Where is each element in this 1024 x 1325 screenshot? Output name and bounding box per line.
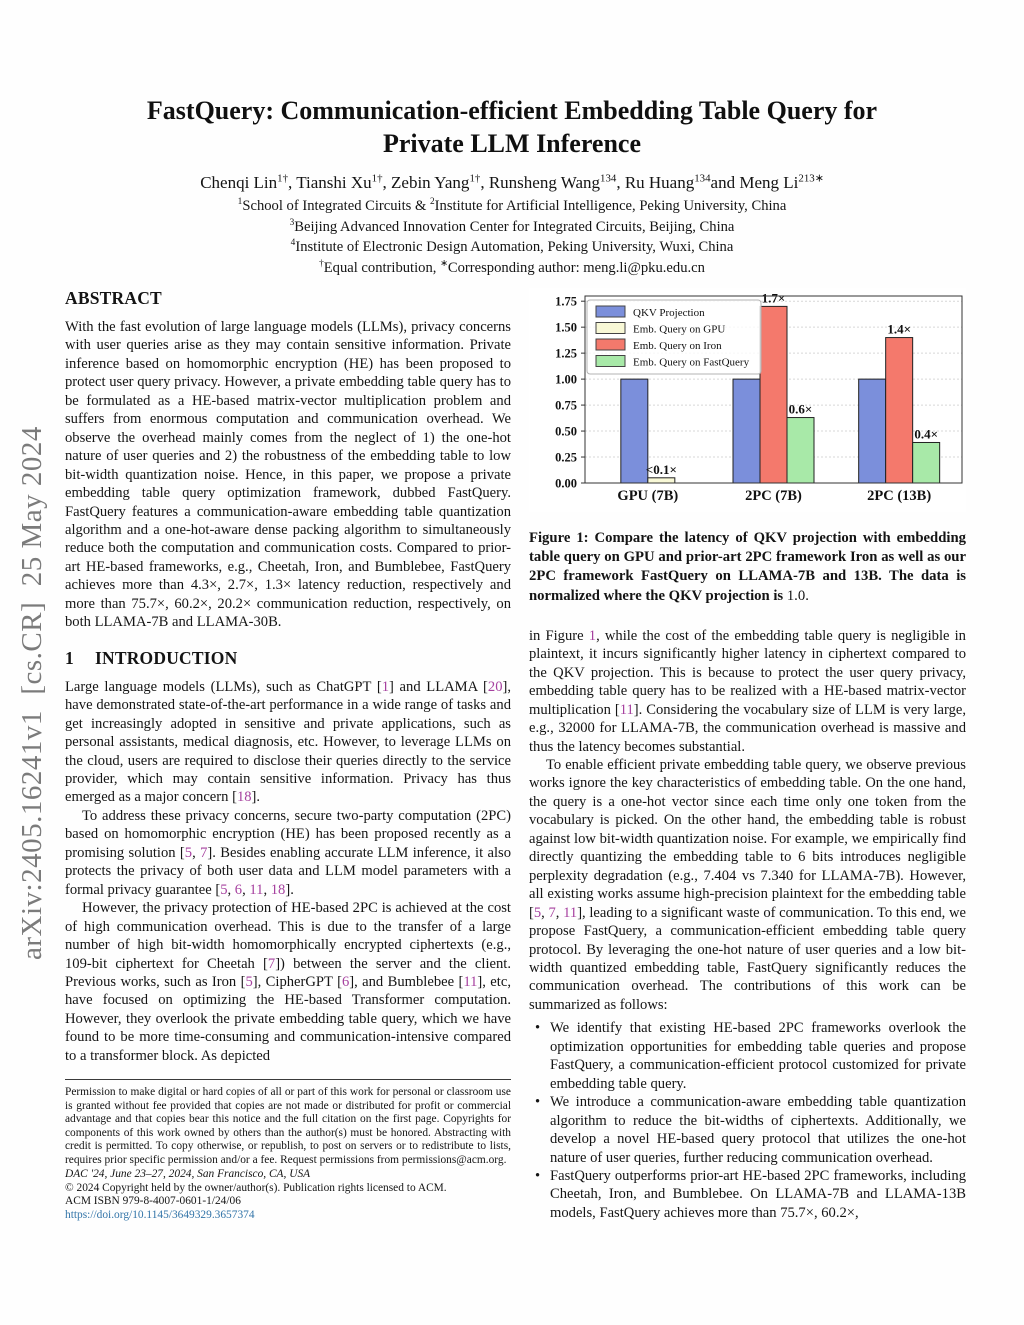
section-number: 1 [65, 647, 74, 668]
bar-emb-query-on-gpu [647, 477, 676, 484]
figure-1: <0.1× 1.7× 0.6× 1.4× 0.4× 0.00 0.25 0.50 0.75 1.0… [529, 288, 966, 606]
figure1-bar-chart: <0.1× 1.7× 0.6× 1.4× 0.4× 0.00 0.25 0.50 0.75 1.0… [529, 288, 966, 512]
footnote-block: Permission to make digital or hard copie… [65, 1079, 511, 1222]
bar-qkv-projection [858, 378, 887, 484]
legend-swatch [595, 322, 626, 334]
left-column: ABSTRACT With the fast evolution of larg… [65, 288, 511, 1222]
x-category-label: GPU (7B) [617, 488, 678, 504]
citation-link[interactable]: 6 [341, 973, 350, 990]
citation-link[interactable]: 7 [267, 955, 276, 972]
right-column: <0.1× 1.7× 0.6× 1.4× 0.4× 0.00 0.25 0.50 0.75 1.0… [529, 288, 966, 1222]
legend-label: Emb. Query on Iron [633, 340, 722, 352]
affiliations: 1School of Integrated Circuits & 2Instit… [0, 196, 1024, 278]
citation-link[interactable]: 5 [533, 904, 542, 921]
bar-emb-query-on-fastquery [786, 417, 815, 484]
citation-link[interactable]: 7 [548, 904, 556, 921]
figure1-chart: <0.1× 1.7× 0.6× 1.4× 0.4× 0.00 0.25 0.50 0.75 1.0… [529, 288, 966, 517]
x-category-label: 2PC (13B) [867, 488, 931, 504]
citation-link[interactable]: 20 [487, 678, 503, 695]
citation-link[interactable]: 11 [563, 904, 578, 921]
plot-border [584, 295, 963, 484]
citation-link[interactable]: 18 [270, 881, 286, 898]
legend-swatch [595, 338, 626, 351]
y-tick-label: 0.25 [555, 450, 577, 464]
permission-text: Permission to make digital or hard copie… [65, 1086, 511, 1166]
legend-label: Emb. Query on FastQuery [633, 357, 750, 369]
paragraph: To enable efficient private embedding ta… [529, 756, 967, 1013]
citation-link[interactable]: 6 [234, 881, 243, 898]
caption-value: 1.0. [786, 587, 809, 604]
bar-value-label: 0.4× [914, 426, 938, 441]
citation-link[interactable]: 1 [588, 627, 597, 644]
chart-legend: QKV Projection Emb. Query on GPU Emb. Quer… [586, 299, 762, 375]
legend-swatch [595, 305, 626, 318]
paper-title: FastQuery: Communication-efficient Embed… [0, 94, 1024, 160]
caption-text: Figure 1: Compare the latency of QKV pro… [529, 530, 966, 604]
y-tick-label: 0.00 [555, 476, 577, 490]
isbn-line: ACM ISBN 979-8-4007-0601-1/24/06 [65, 1195, 241, 1208]
paragraph: With the fast evolution of large languag… [65, 319, 511, 631]
bar-qkv-projection [620, 378, 649, 484]
paper-header: FastQuery: Communication-efficient Embed… [0, 94, 1024, 278]
y-tick-label: 0.50 [555, 424, 577, 438]
x-category-label: 2PC (7B) [745, 488, 802, 504]
venue-line: DAC '24, June 23–27, 2024, San Francisco… [65, 1168, 311, 1181]
bar-value-label: 1.7× [762, 290, 786, 305]
bar-value-label: 0.6× [789, 402, 813, 417]
citation-link[interactable]: 11 [463, 973, 478, 990]
affiliation-line: 3Beijing Advanced Innovation Center for … [289, 217, 735, 235]
introduction-body: Large language models (LLMs), such as Ch… [65, 678, 511, 1066]
citation-link[interactable]: 7 [200, 844, 208, 861]
section-title: INTRODUCTION [95, 647, 238, 668]
y-tick-label: 1.50 [555, 320, 577, 334]
citation-link[interactable]: 1 [381, 678, 390, 695]
paragraph: However, the privacy protection of HE-ba… [65, 900, 511, 1064]
y-tick-label: 1.75 [555, 294, 577, 308]
introduction-heading: 1 INTRODUCTION [65, 648, 511, 669]
affiliation-line: 1School of Integrated Circuits & 2Instit… [237, 197, 787, 214]
bullet-item: We identify that existing HE-based 2PC f… [529, 1019, 966, 1093]
citation-link[interactable]: 18 [236, 789, 252, 806]
y-tick-label: 1.00 [555, 372, 577, 386]
bar-value-label: <0.1× [646, 462, 677, 477]
bar-emb-query-on-iron [885, 337, 914, 484]
affiliation-line: †Equal contribution, ∗Corresponding auth… [319, 258, 705, 276]
bar-emb-query-on-iron [759, 305, 788, 484]
figure1-caption: Figure 1: Compare the latency of QKV pro… [529, 529, 966, 606]
paragraph: in Figure 1, while the cost of the embed… [529, 627, 966, 755]
affiliation-line: 4Institute of Electronic Design Automati… [290, 238, 734, 256]
copyright-line: © 2024 Copyright held by the owner/autho… [65, 1181, 447, 1194]
y-tick-label: 1.25 [555, 346, 577, 360]
citation-link[interactable]: 5 [245, 973, 253, 990]
citation-link[interactable]: 5 [184, 844, 193, 861]
arxiv-watermark: arXiv:2405.16241v1 [cs.CR] 25 May 2024 [16, 426, 48, 960]
right-body: in Figure 1, while the cost of the embed… [529, 627, 966, 1015]
abstract-heading: ABSTRACT [65, 288, 162, 308]
bar-emb-query-on-fastquery [912, 441, 941, 484]
contribution-list: We identify that existing HE-based 2PC f… [529, 1019, 966, 1222]
legend-swatch [595, 355, 626, 367]
paragraph: Large language models (LLMs), such as Ch… [65, 678, 511, 806]
citation-link[interactable]: 5 [220, 881, 228, 898]
abstract-body: With the fast evolution of large languag… [65, 318, 511, 632]
title-line-1: FastQuery: Communication-efficient Embed… [146, 96, 878, 125]
citation-link[interactable]: 11 [619, 701, 634, 718]
legend-label: QKV Projection [633, 307, 705, 319]
y-tick-label: 0.75 [555, 398, 577, 412]
title-line-2: Private LLM Inference [383, 129, 641, 158]
bullet-item: We introduce a communication-aware embed… [529, 1093, 966, 1167]
legend-label: Emb. Query on GPU [633, 324, 725, 336]
bar-qkv-projection [732, 378, 761, 484]
bullet-item: FastQuery outperforms prior-art HE-based… [529, 1167, 966, 1222]
doi-link[interactable]: https://doi.org/10.1145/3649329.3657374 [65, 1208, 255, 1221]
bar-value-label: 1.4× [887, 322, 911, 337]
author-line: Chenqi Lin1†, Tianshi Xu1†, Zebin Yang1†… [200, 172, 824, 192]
paragraph: To address these privacy concerns, secur… [65, 807, 512, 898]
citation-link[interactable]: 11 [249, 881, 264, 898]
